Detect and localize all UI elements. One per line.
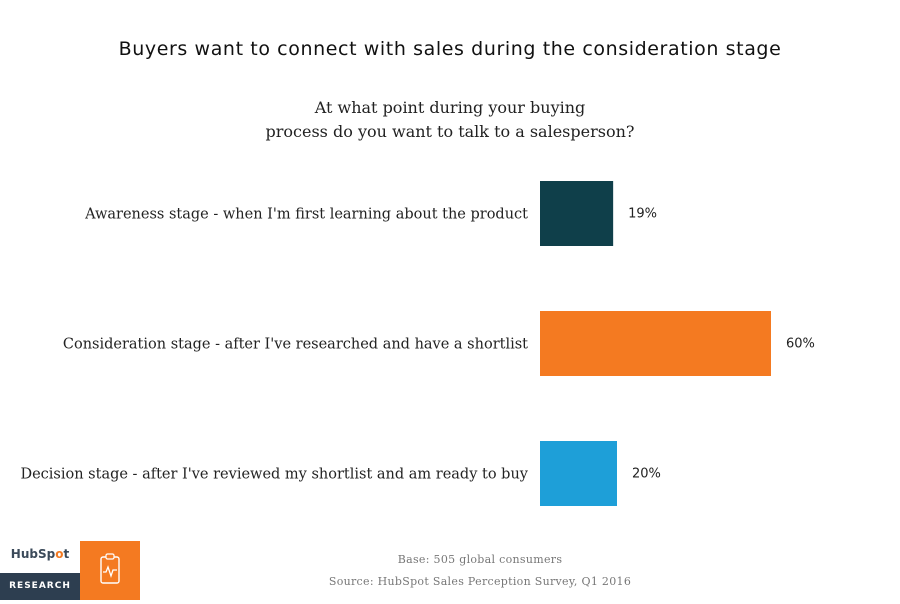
question-line-1: At what point during your buying	[314, 98, 586, 117]
footer-source-note: Source: HubSpot Sales Perception Survey,…	[328, 575, 632, 588]
hubspot-wordmark: HubSpot	[10, 547, 70, 561]
bar-2	[540, 311, 771, 376]
category-label-2: Consideration stage - after I've researc…	[63, 337, 528, 353]
category-label-3: Decision stage - after I've reviewed my …	[20, 467, 528, 483]
value-label-1: 19%	[628, 207, 657, 222]
chart-question: At what point during your buying process…	[250, 96, 650, 144]
category-label-1: Awareness stage - when I'm first learnin…	[84, 207, 528, 223]
hubspot-research-logo: HubSpot RESEARCH	[0, 541, 80, 600]
question-line-2: process do you want to talk to a salespe…	[265, 122, 635, 141]
research-label: RESEARCH	[0, 573, 80, 600]
footer-base-note: Base: 505 global consumers	[397, 553, 563, 566]
bar-1	[540, 181, 614, 246]
value-label-2: 60%	[786, 337, 815, 352]
value-label-3: 20%	[632, 467, 661, 482]
clipboard-pulse-icon	[80, 541, 140, 600]
chart-title: Buyers want to connect with sales during…	[118, 38, 782, 60]
bar-3	[540, 441, 617, 506]
logo-icon-tile	[80, 541, 140, 600]
